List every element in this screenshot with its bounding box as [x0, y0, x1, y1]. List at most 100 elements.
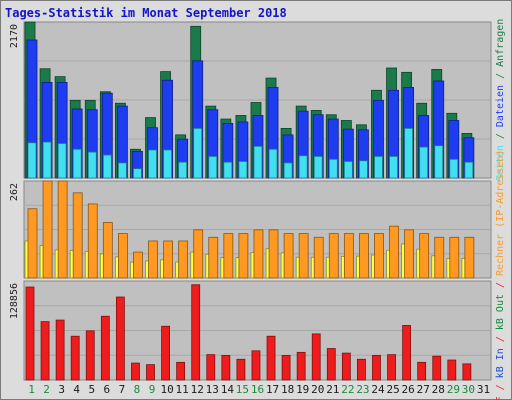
bar-kb-f-5	[85, 330, 95, 381]
bar-besuche-6	[102, 222, 113, 279]
bar-kb-f-28	[432, 355, 442, 381]
bar-seiten-4	[72, 148, 82, 179]
bar-besuche-12	[193, 229, 204, 279]
legend-top-panel-part: /	[495, 127, 506, 145]
bar-seiten-29	[449, 158, 459, 179]
bar-kb-f-7	[115, 296, 125, 381]
x-tick-label-4: 4	[73, 383, 80, 396]
bar-kb-f-12	[191, 284, 201, 381]
x-tick-label-10: 10	[160, 383, 173, 396]
bar-kb-f-25	[387, 354, 396, 381]
x-tick-label-16: 16	[251, 383, 264, 396]
bar-besuche-27	[419, 233, 430, 279]
bar-seiten-2	[42, 141, 52, 179]
bar-seiten-16	[253, 145, 263, 179]
bar-besuche-5	[87, 203, 98, 279]
x-tick-label-6: 6	[104, 383, 111, 396]
bar-seiten-14	[223, 161, 233, 179]
bar-seiten-11	[178, 161, 188, 179]
bar-kb-f-29	[447, 359, 457, 381]
bar-besuche-24	[374, 233, 384, 279]
bar-kb-f-9	[146, 364, 155, 381]
x-tick-label-19: 19	[296, 383, 309, 396]
bar-besuche-3	[57, 180, 68, 279]
bar-kb-f-4	[70, 335, 80, 381]
x-tick-label-13: 13	[206, 383, 219, 396]
legend-lower-panels-part: Rechner (IP-Adressen)	[495, 150, 506, 276]
legend-lower-panels-part: kB Out	[495, 294, 506, 330]
bar-besuche-18	[283, 233, 294, 279]
bar-besuche-19	[298, 233, 309, 279]
panel-2-ymax-label: 262	[9, 183, 20, 201]
bar-kb-f-2	[40, 321, 50, 381]
bar-kb-f-16	[251, 350, 261, 381]
legend-top-panel-part: Anfragen	[495, 19, 506, 67]
x-tick-label-15: 15	[236, 383, 249, 396]
bar-kb-f-10	[161, 325, 170, 381]
x-tick-label-25: 25	[386, 383, 399, 396]
bar-kb-f-3	[55, 319, 65, 381]
x-tick-label-2: 2	[43, 383, 50, 396]
x-tick-label-30: 30	[462, 383, 475, 396]
bar-kb-f-13	[206, 354, 216, 381]
bar-besuche-21	[328, 233, 339, 279]
bar-seiten-12	[193, 127, 203, 179]
x-tick-label-17: 17	[266, 383, 279, 396]
x-tick-label-26: 26	[402, 383, 415, 396]
bar-besuche-26	[404, 229, 415, 279]
x-tick-label-1: 1	[28, 383, 35, 396]
bar-seiten-19	[298, 155, 308, 179]
bar-kb-f-8	[131, 362, 140, 381]
bar-kb-f-27	[417, 361, 427, 381]
x-tick-label-27: 27	[417, 383, 430, 396]
x-tick-label-29: 29	[447, 383, 460, 396]
bar-kb-f-14	[221, 355, 231, 381]
bar-besuche-8	[133, 251, 143, 279]
bar-besuche-10	[163, 240, 173, 279]
bar-seiten-24	[374, 156, 383, 179]
bar-besuche-28	[434, 236, 445, 279]
bar-besuche-20	[313, 236, 324, 279]
bar-seiten-28	[434, 145, 444, 179]
bar-kb-f-6	[100, 315, 110, 381]
bar-seiten-17	[268, 148, 278, 179]
bar-besuche-22	[343, 233, 354, 279]
bar-seiten-5	[87, 151, 97, 179]
bar-seiten-8	[133, 168, 142, 179]
bar-seiten-25	[389, 156, 398, 179]
bar-kb-f-1	[25, 286, 35, 381]
bar-seiten-26	[404, 127, 414, 179]
bar-seiten-22	[343, 161, 353, 179]
x-tick-label-23: 23	[356, 383, 369, 396]
legend-lower-panels-part: kB F	[495, 396, 506, 400]
panel-3-ymax-label: 128856	[9, 283, 20, 319]
bar-besuche-30	[464, 236, 475, 279]
x-tick-label-22: 22	[341, 383, 354, 396]
legend-top-panel-part: Dateien	[495, 85, 506, 127]
bar-seiten-10	[163, 149, 172, 179]
bar-seiten-23	[359, 160, 368, 179]
bar-seiten-1	[27, 142, 37, 179]
bar-besuche-16	[253, 229, 264, 279]
bar-besuche-13	[208, 236, 219, 279]
x-tick-label-12: 12	[191, 383, 204, 396]
legend-lower-panels-part: /	[495, 330, 506, 348]
bar-seiten-21	[328, 158, 338, 179]
bar-besuche-14	[223, 233, 234, 279]
legend-top-panel-part: /	[495, 67, 506, 85]
bar-kb-f-22	[341, 352, 351, 381]
x-tick-label-3: 3	[58, 383, 65, 396]
x-tick-label-9: 9	[149, 383, 156, 396]
x-tick-label-24: 24	[371, 383, 385, 396]
bar-besuche-9	[148, 240, 158, 279]
legend-lower-panels: kB F / kB In / kB Out / Rechner (IP-Adre…	[495, 150, 506, 400]
bar-kb-f-17	[266, 335, 276, 381]
legend-top-panel-part: Seiten	[495, 145, 506, 181]
panel-1-ymax-label: 2170	[9, 24, 20, 48]
bar-besuche-2	[42, 180, 53, 279]
bar-kb-f-19	[296, 351, 306, 381]
x-tick-label-20: 20	[311, 383, 324, 396]
bar-seiten-13	[208, 156, 218, 179]
bar-kb-f-21	[326, 348, 336, 381]
